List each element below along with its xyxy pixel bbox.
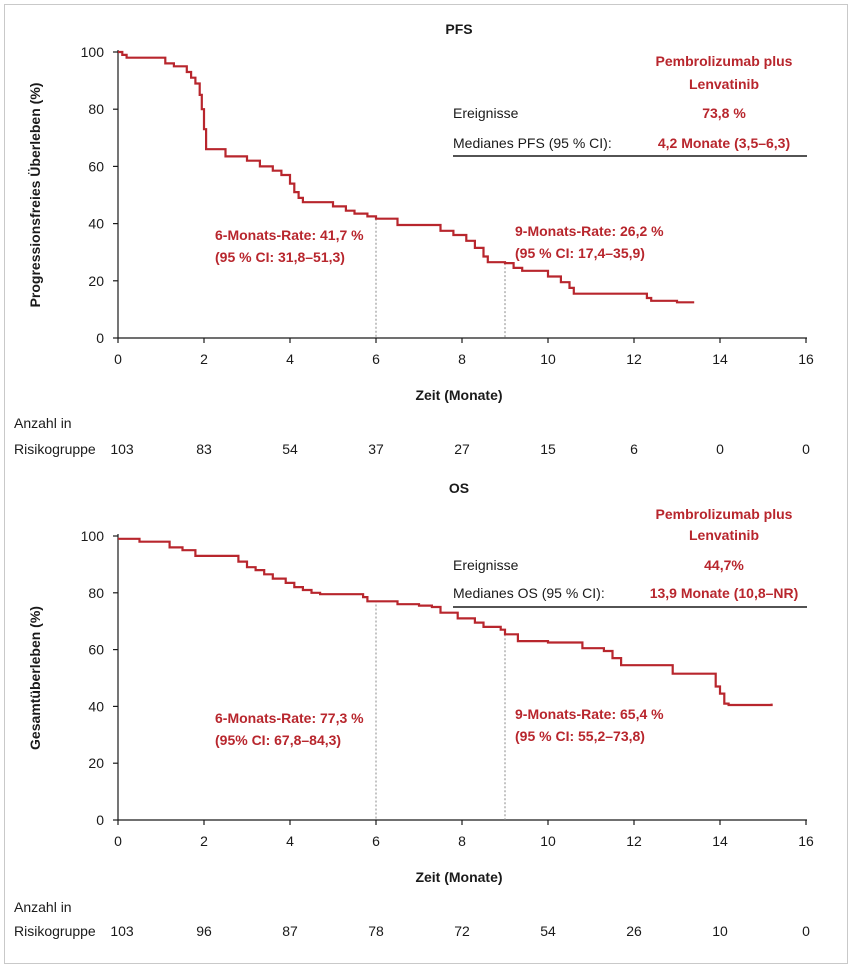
annotation-ci-label: (95% CI: 67,8–84,3): [215, 732, 341, 748]
x-tick-label: 12: [626, 833, 642, 849]
at-risk-label-line1: Anzahl in: [14, 899, 72, 915]
figure-frame: [4, 4, 848, 964]
chart-title: OS: [449, 480, 469, 496]
km-curve: [118, 50, 695, 304]
annotation-rate-label: 9-Monats-Rate: 65,4 %: [515, 706, 664, 722]
at-risk-label-line2: Risikogruppe: [14, 923, 96, 939]
annotation-rate-label: 6-Monats-Rate: 41,7 %: [215, 227, 364, 243]
at-risk-count: 72: [454, 923, 470, 939]
x-tick-label: 2: [200, 351, 208, 367]
x-tick-label: 6: [372, 351, 380, 367]
chart-title: PFS: [445, 21, 472, 37]
legend-header-line1: Pembrolizumab plus: [656, 53, 793, 69]
y-tick-label: 80: [88, 101, 104, 117]
x-tick-label: 12: [626, 351, 642, 367]
legend-events-value: 73,8 %: [702, 105, 746, 121]
legend-header-line1: Pembrolizumab plus: [656, 506, 793, 522]
legend-header-line2: Lenvatinib: [689, 527, 759, 543]
x-tick-label: 4: [286, 833, 294, 849]
at-risk-count: 103: [110, 923, 134, 939]
legend-header-line2: Lenvatinib: [689, 76, 759, 92]
at-risk-count: 27: [454, 441, 470, 457]
x-axis-label: Zeit (Monate): [415, 387, 502, 403]
x-tick-label: 10: [540, 833, 556, 849]
at-risk-count: 87: [282, 923, 298, 939]
y-tick-label: 40: [88, 698, 104, 714]
legend-median-value: 4,2 Monate (3,5–6,3): [658, 135, 790, 151]
y-tick-label: 80: [88, 585, 104, 601]
at-risk-count: 78: [368, 923, 384, 939]
annotation-ci-label: (95 % CI: 17,4–35,9): [515, 245, 645, 261]
at-risk-count: 0: [716, 441, 724, 457]
legend-median-value: 13,9 Monate (10,8–NR): [650, 585, 799, 601]
y-axis-label: Gesamtüberleben (%): [27, 606, 43, 750]
y-axis-label: Progressionsfreies Überleben (%): [27, 83, 43, 308]
legend-events-label: Ereignisse: [453, 557, 519, 573]
at-risk-count: 103: [110, 441, 134, 457]
annotation-ci-label: (95 % CI: 31,8–51,3): [215, 249, 345, 265]
annotation-rate-label: 6-Monats-Rate: 77,3 %: [215, 710, 364, 726]
at-risk-count: 6: [630, 441, 638, 457]
y-tick-label: 0: [96, 812, 104, 828]
at-risk-count: 0: [802, 923, 810, 939]
at-risk-label-line2: Risikogruppe: [14, 441, 96, 457]
x-tick-label: 14: [712, 351, 728, 367]
x-tick-label: 6: [372, 833, 380, 849]
x-tick-label: 8: [458, 833, 466, 849]
y-tick-label: 20: [88, 273, 104, 289]
y-tick-label: 60: [88, 158, 104, 174]
y-tick-label: 60: [88, 642, 104, 658]
at-risk-label-line1: Anzahl in: [14, 415, 72, 431]
y-tick-label: 20: [88, 755, 104, 771]
y-tick-label: 100: [81, 44, 105, 60]
km-curve: [118, 537, 773, 707]
legend-median-label: Medianes PFS (95 % CI):: [453, 135, 612, 151]
legend-events-label: Ereignisse: [453, 105, 519, 121]
legend-median-label: Medianes OS (95 % CI):: [453, 585, 605, 601]
at-risk-count: 83: [196, 441, 212, 457]
y-tick-label: 0: [96, 330, 104, 346]
x-tick-label: 16: [798, 351, 814, 367]
at-risk-count: 10: [712, 923, 728, 939]
x-tick-label: 4: [286, 351, 294, 367]
x-axis-label: Zeit (Monate): [415, 869, 502, 885]
x-tick-label: 0: [114, 351, 122, 367]
x-tick-label: 8: [458, 351, 466, 367]
x-tick-label: 14: [712, 833, 728, 849]
y-tick-label: 40: [88, 216, 104, 232]
y-tick-label: 100: [81, 528, 105, 544]
at-risk-count: 37: [368, 441, 384, 457]
at-risk-count: 54: [282, 441, 298, 457]
x-tick-label: 0: [114, 833, 122, 849]
at-risk-count: 26: [626, 923, 642, 939]
legend-events-value: 44,7%: [704, 557, 744, 573]
x-tick-label: 2: [200, 833, 208, 849]
at-risk-count: 0: [802, 441, 810, 457]
at-risk-count: 15: [540, 441, 556, 457]
at-risk-count: 96: [196, 923, 212, 939]
x-tick-label: 10: [540, 351, 556, 367]
annotation-ci-label: (95 % CI: 55,2–73,8): [515, 728, 645, 744]
annotation-rate-label: 9-Monats-Rate: 26,2 %: [515, 223, 664, 239]
at-risk-count: 54: [540, 923, 556, 939]
x-tick-label: 16: [798, 833, 814, 849]
